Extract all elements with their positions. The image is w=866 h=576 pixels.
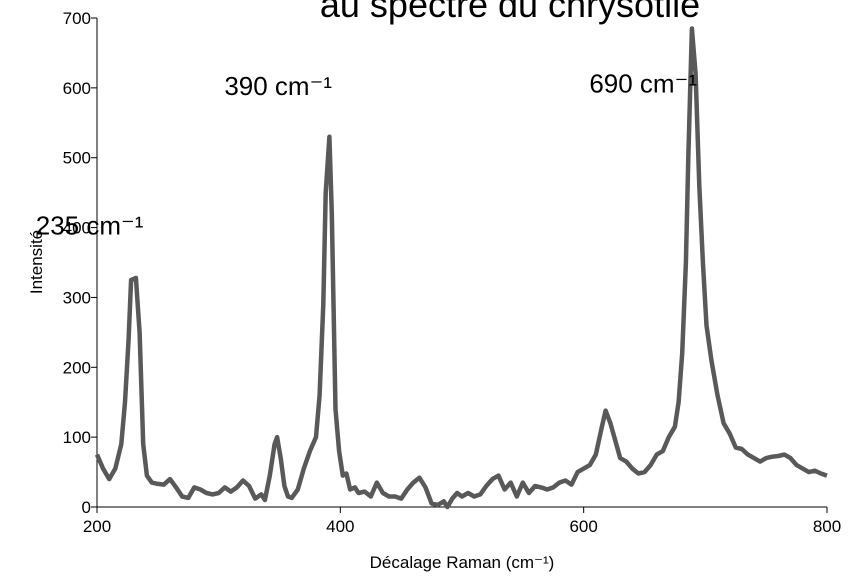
y-tick-label: 100 [63, 428, 91, 447]
y-tick-label: 600 [63, 79, 91, 98]
x-tick-label: 800 [813, 517, 841, 536]
peak-annotation: 390 cm⁻¹ [224, 71, 332, 101]
y-axis-label: Intensité [27, 230, 46, 294]
peak-annotation: 690 cm⁻¹ [589, 69, 697, 99]
chart-title: au spectre du chrysotile [320, 0, 700, 25]
peak-annotation: 235 cm⁻¹ [36, 211, 144, 241]
x-axis-label: Décalage Raman (cm⁻¹) [370, 553, 555, 572]
y-tick-label: 300 [63, 288, 91, 307]
y-tick-label: 500 [63, 149, 91, 168]
y-tick-label: 400 [63, 219, 91, 238]
x-tick-label: 400 [326, 517, 354, 536]
spectrum-line [94, 26, 828, 510]
x-tick-label: 200 [83, 517, 111, 536]
y-tick-label: 700 [63, 9, 91, 28]
x-tick-label: 600 [569, 517, 597, 536]
y-tick-label: 200 [63, 358, 91, 377]
y-tick-label: 0 [82, 498, 91, 517]
